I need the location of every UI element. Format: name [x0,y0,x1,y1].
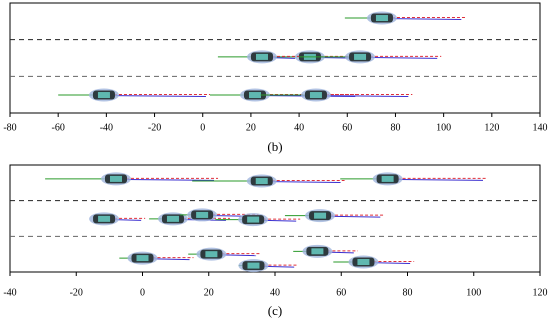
vehicle-window [255,53,268,60]
vehicle-window [98,215,111,222]
x-tick-label: -80 [3,122,16,133]
x-tick-label: -20 [70,287,83,298]
vehicle [238,259,269,273]
x-tick-label: 20 [204,287,214,298]
prediction [115,178,215,181]
vehicle-window [166,215,179,222]
vehicle [372,172,403,186]
vehicle [187,208,218,222]
vehicle-window [249,92,262,99]
vehicle [246,50,277,64]
vehicle [127,251,158,265]
vehicle-window [136,255,149,262]
vehicle [305,209,336,223]
vehicle-window [314,212,327,219]
vehicle-window [381,175,394,182]
x-tick-label: 0 [200,122,205,133]
x-tick-label: 60 [336,287,346,298]
vehicle [89,212,120,226]
vehicle-window [247,262,260,269]
x-tick-label: 60 [342,122,352,133]
x-tick-label: 20 [246,122,256,133]
vehicle [345,50,376,64]
vehicle [157,212,188,226]
vehicle-window [354,53,367,60]
vehicle-window [309,92,322,99]
x-tick-label: -40 [100,122,113,133]
vehicle-window [311,248,324,255]
vehicle [348,255,379,269]
vehicle [196,247,227,261]
prediction [103,95,206,98]
x-tick-label: 120 [533,287,548,298]
prediction [387,178,484,181]
vehicle [101,172,131,186]
vehicle-window [97,92,110,99]
x-tick-label: 0 [140,287,145,298]
vehicle [246,174,277,188]
vehicle [366,11,397,25]
vehicle-window [205,251,218,258]
vehicle [240,88,271,102]
vehicle-window [110,175,122,182]
x-tick-label: 80 [390,122,400,133]
vehicle [88,88,119,102]
panel-caption: (b) [267,139,282,154]
x-tick-label: -20 [148,122,161,133]
vehicle-window [255,178,268,185]
x-tick-label: -60 [52,122,65,133]
x-tick-label: 120 [484,122,499,133]
x-tick-label: 40 [270,287,280,298]
x-tick-label: 140 [533,122,548,133]
vehicle [238,213,269,227]
vehicle-window [196,211,209,218]
vehicle-window [357,259,370,266]
vehicle-window [247,216,260,223]
vehicle-window [375,15,388,22]
plot-frame [9,2,541,114]
prediction [315,95,409,98]
x-tick-label: 40 [294,122,304,133]
panel-caption: (c) [268,303,282,318]
x-tick-label: 100 [436,122,451,133]
x-tick-label: 100 [466,287,481,298]
x-tick-label: -40 [3,287,16,298]
vehicle [300,88,331,102]
x-tick-label: 80 [403,287,413,298]
vehicle [302,244,333,258]
